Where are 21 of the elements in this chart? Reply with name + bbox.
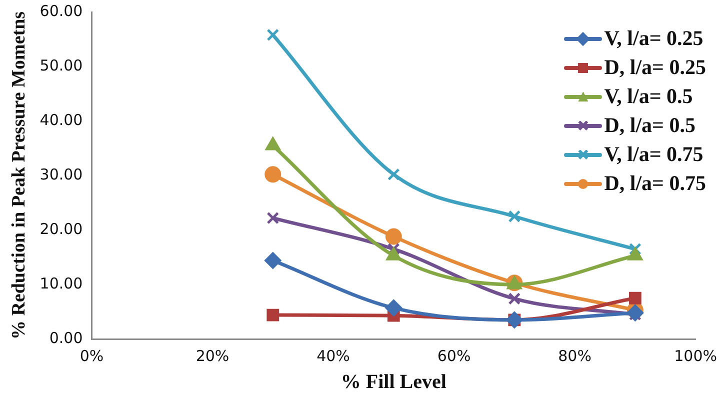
legend-label: D, l/a= 0.25 [604, 54, 706, 81]
y-tick-label: 50.00 [40, 56, 83, 74]
legend-label: V, l/a= 0.75 [604, 141, 704, 168]
x-tick-label: 100% [674, 346, 718, 365]
y-tick-label: 20.00 [40, 220, 83, 238]
y-tick-label: 30.00 [40, 165, 83, 184]
legend-label: D, l/a= 0.5 [604, 112, 696, 139]
y-tick-label: 40.00 [40, 110, 83, 129]
legend-label: D, l/a= 0.75 [604, 170, 706, 197]
x-tick-label: 80% [558, 346, 592, 365]
y-tick-label: 10.00 [40, 274, 83, 292]
y-tick-label: 0.00 [49, 328, 83, 347]
x-tick-label: 0% [80, 346, 104, 365]
x-axis-title: % Fill Level [340, 371, 447, 394]
legend-label: V, l/a= 0.5 [604, 83, 693, 110]
y-tick-label: 60.00 [40, 2, 83, 20]
y-axis-title: % Reduction in Peak Pressure Mometns [8, 11, 30, 340]
x-tick-label: 20% [196, 346, 230, 365]
x-tick-label: 60% [437, 346, 471, 365]
legend-label: V, l/a= 0.25 [604, 25, 704, 52]
x-tick-label: 40% [316, 346, 350, 365]
